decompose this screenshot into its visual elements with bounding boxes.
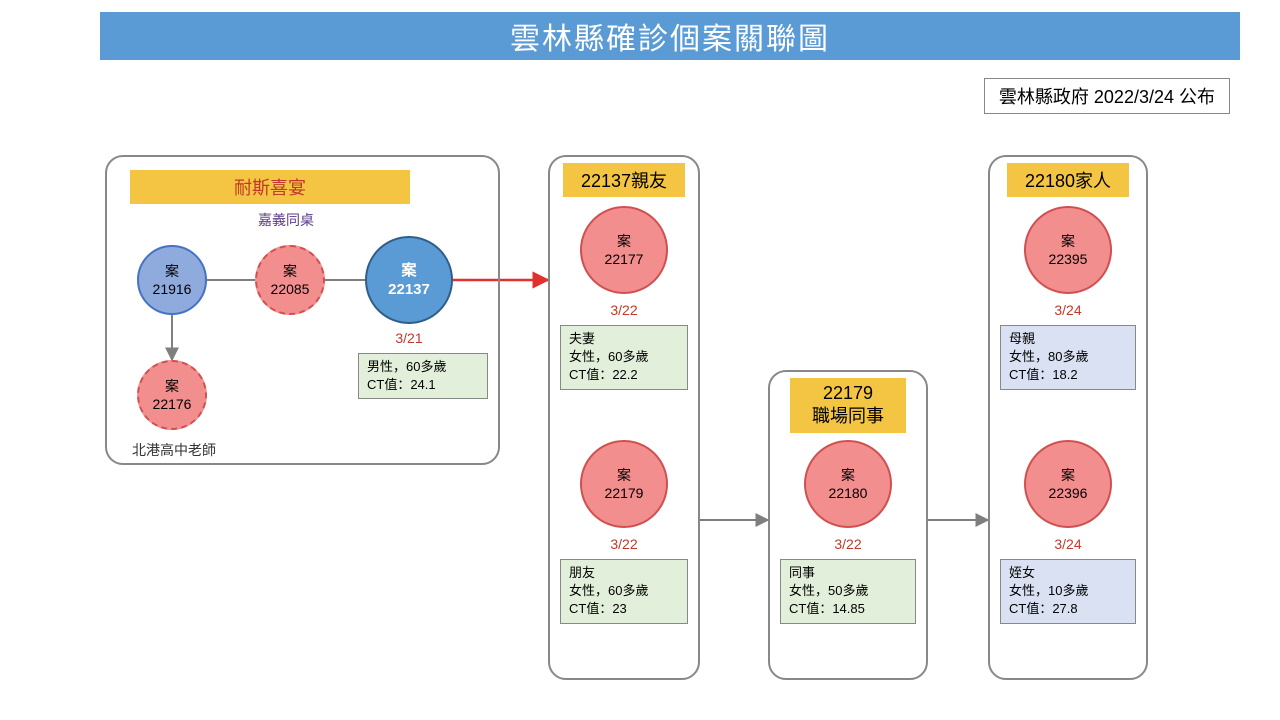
- case-label: 案: [401, 261, 416, 281]
- case-22395-date: 3/24: [1038, 302, 1098, 318]
- case-22177-info: 夫妻 女性，60多歲 CT值：22.2: [560, 325, 688, 390]
- teacher-label: 北港高中老師: [132, 440, 216, 460]
- publish-info: 雲林縣政府 2022/3/24 公布: [984, 78, 1230, 114]
- case-22180-info: 同事 女性，50多歲 CT值：14.85: [780, 559, 916, 624]
- family-title: 22180家人: [1007, 163, 1129, 197]
- case-number: 22180: [829, 484, 868, 502]
- case-label: 案: [1061, 232, 1075, 250]
- coworker-title: 22179 職場同事: [790, 378, 906, 433]
- case-number: 22396: [1049, 484, 1088, 502]
- case-22180: 案 22180: [804, 440, 892, 528]
- case-label: 案: [165, 377, 179, 395]
- case-22180-date: 3/22: [818, 536, 878, 552]
- case-number: 22395: [1049, 250, 1088, 268]
- case-label: 案: [1061, 466, 1075, 484]
- case-number: 21916: [153, 280, 192, 298]
- case-label: 案: [841, 466, 855, 484]
- page-title: 雲林縣確診個案關聯圖: [100, 12, 1240, 60]
- case-number: 22137: [388, 280, 430, 300]
- case-22137: 案 22137: [365, 236, 453, 324]
- case-22177: 案 22177: [580, 206, 668, 294]
- case-22137-date: 3/21: [379, 330, 439, 346]
- case-number: 22179: [605, 484, 644, 502]
- case-22176: 案 22176: [137, 360, 207, 430]
- case-22137-info: 男性，60多歲 CT值：24.1: [358, 353, 488, 399]
- banquet-sublabel: 嘉義同桌: [258, 210, 314, 230]
- case-22396-date: 3/24: [1038, 536, 1098, 552]
- case-label: 案: [617, 466, 631, 484]
- coworker-title-l1: 22179: [823, 383, 873, 403]
- banquet-title: 耐斯喜宴: [130, 170, 410, 204]
- case-22396: 案 22396: [1024, 440, 1112, 528]
- case-label: 案: [617, 232, 631, 250]
- case-22179: 案 22179: [580, 440, 668, 528]
- case-number: 22085: [271, 280, 310, 298]
- case-21916: 案 21916: [137, 245, 207, 315]
- case-number: 22176: [153, 395, 192, 413]
- case-22179-info: 朋友 女性，60多歲 CT值：23: [560, 559, 688, 624]
- case-label: 案: [165, 262, 179, 280]
- case-22395: 案 22395: [1024, 206, 1112, 294]
- case-22395-info: 母親 女性，80多歲 CT值：18.2: [1000, 325, 1136, 390]
- case-number: 22177: [605, 250, 644, 268]
- coworker-title-l2: 職場同事: [812, 406, 884, 426]
- case-22396-info: 姪女 女性，10多歲 CT值：27.8: [1000, 559, 1136, 624]
- case-22085: 案 22085: [255, 245, 325, 315]
- friends-title: 22137親友: [563, 163, 685, 197]
- case-22177-date: 3/22: [594, 302, 654, 318]
- case-label: 案: [283, 262, 297, 280]
- case-22179-date: 3/22: [594, 536, 654, 552]
